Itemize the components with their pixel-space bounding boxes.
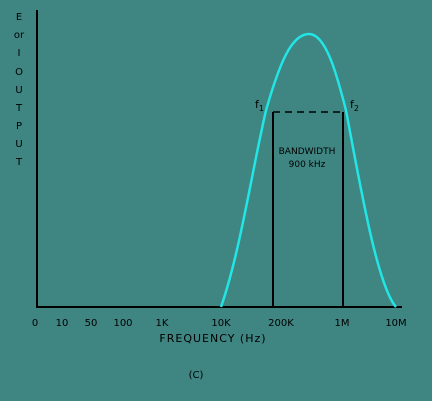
y-label-char: O [15, 67, 23, 78]
x-tick-label: 0 [32, 318, 38, 329]
figure-caption: (C) [189, 370, 204, 381]
x-tick-label: 1M [335, 318, 350, 329]
y-label-char: T [15, 157, 23, 168]
y-label-char: T [15, 103, 23, 114]
bandwidth-label: BANDWIDTH [279, 147, 336, 157]
x-tick-label: 10M [385, 318, 406, 329]
x-tick-label: 10 [56, 318, 69, 329]
x-tick-label: 200K [268, 318, 294, 329]
x-tick-label: 1K [156, 318, 169, 329]
y-label-char: P [16, 121, 22, 132]
f2-label: f2 [350, 98, 359, 113]
x-tick-label: 100 [113, 318, 132, 329]
f1-label: f1 [255, 98, 264, 113]
y-label-char: I [18, 48, 21, 59]
response-curve [219, 32, 397, 308]
x-axis-title: FREQUENCY (Hz) [159, 332, 266, 345]
x-tick-label: 10K [211, 318, 231, 329]
y-label-char: or [14, 30, 25, 41]
y-label-char: E [16, 12, 22, 23]
y-label-char: U [15, 139, 22, 150]
y-label-char: U [15, 85, 22, 96]
bandwidth-value: 900 kHz [289, 160, 326, 170]
x-tick-labels: 0 10 50 100 1K 10K 200K 1M 10M [32, 318, 407, 329]
x-tick-label: 50 [85, 318, 98, 329]
